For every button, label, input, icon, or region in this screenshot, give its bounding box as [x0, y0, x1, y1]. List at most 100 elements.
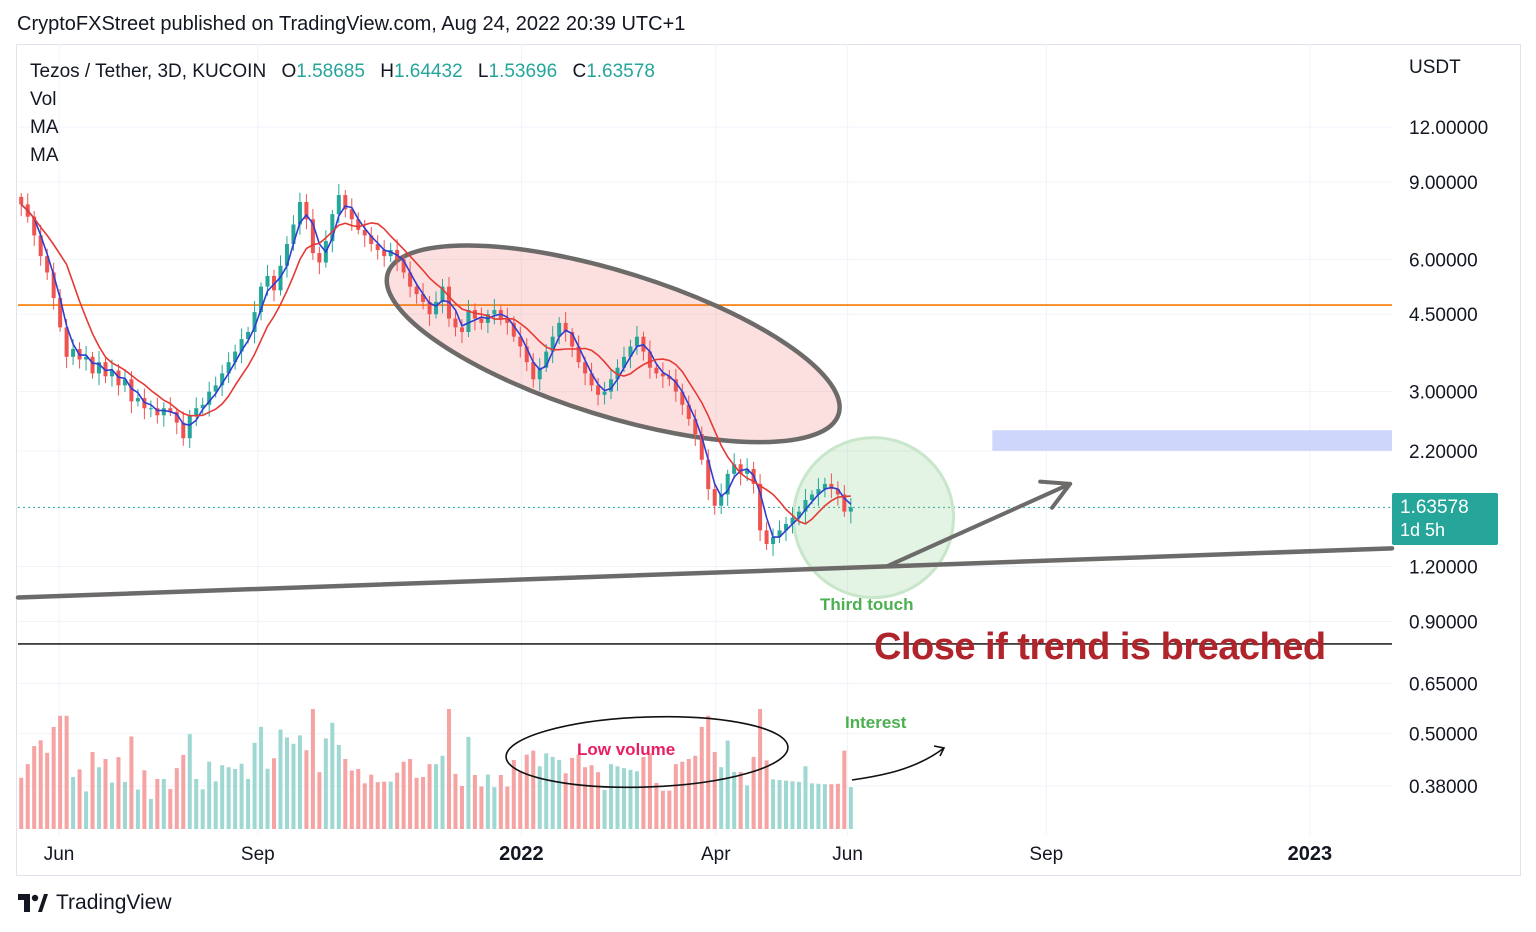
- volume-bar: [732, 771, 737, 829]
- drawings-front: [15, 479, 1395, 789]
- volume-bar: [395, 772, 400, 829]
- interest-arrowhead: [933, 745, 946, 757]
- volume-bar: [842, 750, 847, 829]
- candle-body: [19, 196, 24, 205]
- footer-brand[interactable]: TradingView: [18, 891, 172, 915]
- x-tick-label: Sep: [241, 844, 275, 865]
- volume-bar: [122, 781, 127, 829]
- volume-bar: [135, 789, 140, 829]
- volume-bar: [265, 768, 270, 829]
- y-tick-label: 0.50000: [1409, 725, 1478, 746]
- footer-brand-label: TradingView: [56, 891, 172, 914]
- candle-body: [667, 376, 672, 380]
- candle-body: [505, 318, 510, 323]
- long-term-trendline: [15, 546, 1395, 600]
- y-tick-label: 0.38000: [1409, 777, 1478, 798]
- volume-bar: [673, 764, 678, 829]
- volume-bar: [777, 780, 782, 829]
- volume-bar: [609, 764, 614, 829]
- volume-bar: [259, 726, 264, 829]
- candle-body: [816, 489, 821, 495]
- candle-body: [453, 318, 458, 328]
- candle-body: [518, 336, 523, 347]
- volume-bar: [427, 764, 432, 829]
- volume-bar: [557, 759, 562, 829]
- volume-bar: [621, 768, 626, 829]
- volume-bar: [634, 771, 639, 829]
- candle-body: [790, 517, 795, 524]
- candle-body: [32, 216, 37, 236]
- candle-body: [647, 351, 652, 368]
- volume-bar: [323, 738, 328, 829]
- volume-bar: [518, 771, 523, 829]
- high-label: H: [380, 61, 394, 82]
- volume-bar: [38, 740, 43, 829]
- volume-bar: [641, 756, 646, 829]
- x-tick-label: Jun: [44, 844, 75, 865]
- symbol-title[interactable]: Tezos / Tether, 3D, KUCOIN: [30, 61, 267, 82]
- indicator-ma-2[interactable]: MA: [30, 145, 59, 166]
- candle-body: [758, 483, 763, 531]
- annotation-third-touch: Third touch: [820, 595, 914, 614]
- bar-countdown: 1d 5h: [1400, 520, 1446, 540]
- volume-bar: [719, 767, 724, 829]
- volume-bar: [699, 726, 704, 829]
- last-price-tag: 1.63578 1d 5h: [1392, 493, 1498, 545]
- candle-body: [220, 373, 225, 386]
- candle-body: [71, 349, 76, 357]
- x-axis[interactable]: Jun Sep 2022 Apr Jun Sep 2023: [44, 843, 1332, 865]
- candle-body: [777, 530, 782, 538]
- volume-bar: [51, 726, 56, 829]
- indicator-ma-1[interactable]: MA: [30, 117, 59, 138]
- volume-bar: [803, 766, 808, 829]
- volume-bar: [667, 790, 672, 829]
- volume-bar: [693, 755, 698, 829]
- x-tick-label: Sep: [1029, 844, 1063, 865]
- candle-body: [297, 202, 302, 225]
- candle-body: [492, 310, 497, 315]
- volume-bar: [498, 774, 503, 829]
- volume-bar: [349, 770, 354, 829]
- y-axis[interactable]: 12.00000 9.00000 6.00000 4.50000 3.00000 2.20…: [1409, 57, 1488, 798]
- candle-body: [310, 219, 315, 254]
- volume-bar: [576, 754, 581, 829]
- candle-body: [557, 322, 562, 337]
- candle-body: [349, 209, 354, 220]
- candle-body: [265, 275, 270, 287]
- candle-body: [434, 301, 439, 315]
- candle-body: [330, 214, 335, 242]
- candle-body: [233, 351, 238, 363]
- volume-bar: [466, 736, 471, 829]
- volume-bar: [226, 767, 231, 829]
- volume-bar: [453, 773, 458, 829]
- candle-body: [187, 415, 192, 439]
- third-touch-circle: [792, 436, 956, 600]
- volume-bar: [531, 750, 536, 829]
- candle-body: [155, 408, 160, 416]
- candle-body: [583, 362, 588, 374]
- low-value: 1.53696: [488, 61, 558, 82]
- candle-body: [45, 256, 50, 273]
- x-tick-label: 2022: [499, 843, 544, 865]
- volume-bar: [97, 767, 102, 829]
- volume-bar: [220, 765, 225, 829]
- annotation-interest: Interest: [845, 713, 907, 732]
- candle-body: [693, 418, 698, 435]
- volume-bar: [297, 735, 302, 829]
- y-axis-unit: USDT: [1409, 57, 1461, 78]
- volume-bar: [434, 764, 439, 829]
- candle-body: [200, 404, 205, 409]
- volume-bar: [725, 740, 730, 829]
- volume-bar: [408, 758, 413, 829]
- candle-body: [524, 346, 529, 363]
- ohlc-row: Tezos / Tether, 3D, KUCOIN O1.58685 H1.6…: [30, 58, 655, 86]
- indicator-volume[interactable]: Vol: [30, 89, 57, 110]
- candle-body: [511, 322, 516, 337]
- candle-body: [226, 362, 231, 374]
- candle-body: [596, 385, 601, 395]
- candle-body: [304, 202, 309, 220]
- candle-body: [479, 318, 484, 323]
- volume-bar: [90, 752, 95, 829]
- volume-bar: [401, 761, 406, 829]
